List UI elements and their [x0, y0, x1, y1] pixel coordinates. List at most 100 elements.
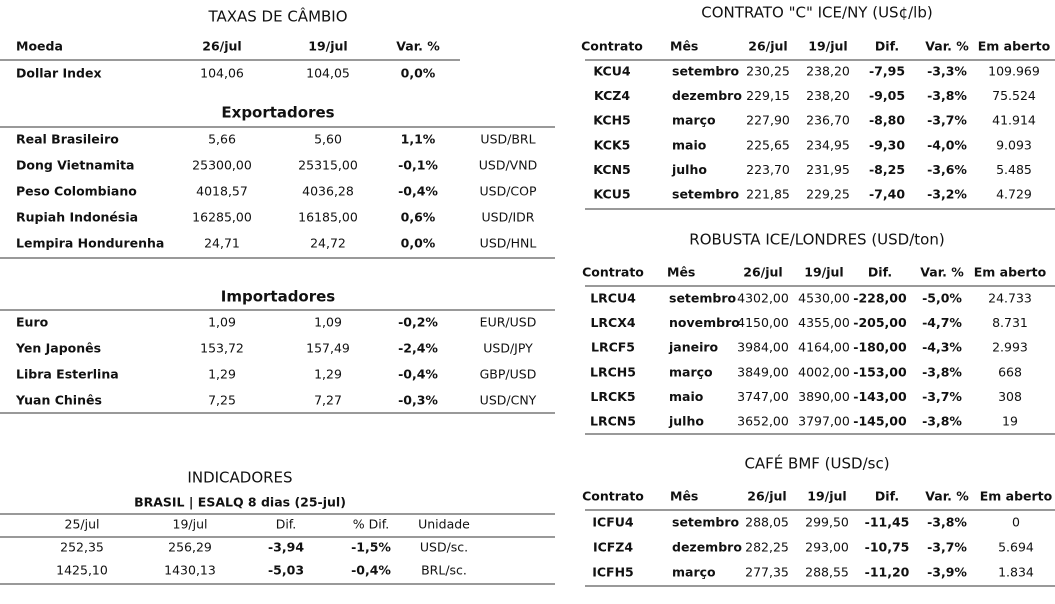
row-label: LRCH5 [590, 364, 636, 379]
diff-cell: -180,00 [853, 340, 907, 355]
row-label: KCK5 [594, 137, 631, 152]
cell: 25300,00 [192, 158, 252, 173]
cell: 0 [1012, 515, 1020, 530]
cell: 4018,57 [196, 184, 248, 199]
diff-cell: -7,95 [869, 64, 905, 79]
cell: USD/JPY [483, 341, 533, 356]
cell: 1,29 [314, 367, 342, 382]
cell: 277,35 [745, 565, 789, 580]
header-cell: 19/jul [804, 265, 843, 280]
cell: 153,72 [200, 341, 244, 356]
diff-cell: -11,20 [865, 565, 910, 580]
header-cell: Em aberto [974, 265, 1047, 280]
section-subtitle: BRASIL | ESALQ 8 dias (25-jul) [134, 495, 346, 510]
cell: 238,20 [806, 88, 850, 103]
cell: 4530,00 [798, 291, 850, 306]
row-label: ICFU4 [592, 515, 634, 530]
cell: 299,50 [805, 515, 849, 530]
header-cell: Dif. [875, 489, 899, 504]
cell: 229,15 [746, 88, 790, 103]
diff-cell: -228,00 [853, 291, 907, 306]
section-title: ROBUSTA ICE/LONDRES (USD/ton) [689, 231, 944, 249]
diff-cell: -3,2% [927, 187, 967, 202]
cell: 16285,00 [192, 210, 252, 225]
cell: setembro [672, 64, 740, 79]
row-label: LRCF5 [591, 340, 635, 355]
diff-cell: -3,8% [927, 515, 967, 530]
header-cell: 26/jul [202, 39, 241, 54]
header-cell: Dif. [875, 39, 899, 54]
cell: 5,60 [314, 132, 342, 147]
cell: maio [672, 137, 707, 152]
header-cell: Contrato [582, 265, 644, 280]
cell: USD/sc. [420, 540, 468, 555]
cell: 16185,00 [298, 210, 358, 225]
var-cell: 0,0% [401, 236, 436, 251]
header-cell: Em aberto [980, 489, 1053, 504]
cell: 4164,00 [798, 340, 850, 355]
cell: GBP/USD [480, 367, 537, 382]
diff-cell: -3,8% [922, 414, 962, 429]
diff-cell: -5,03 [268, 563, 304, 578]
cell: 24,72 [310, 236, 346, 251]
cell: 7,25 [208, 393, 236, 408]
row-label: Yen Japonês [15, 341, 101, 356]
var-cell: 0,0% [401, 66, 436, 81]
cell: 293,00 [805, 540, 849, 555]
row-label: ICFH5 [592, 565, 634, 580]
diff-cell: -7,40 [869, 187, 905, 202]
diff-cell: -11,45 [865, 515, 910, 530]
diff-cell: -3,7% [922, 389, 962, 404]
section-title: CONTRATO "C" ICE/NY (US¢/lb) [701, 4, 932, 22]
header-cell: 19/jul [807, 489, 846, 504]
cell: 7,27 [314, 393, 342, 408]
row-label: LRCX4 [590, 315, 635, 330]
cell: 238,20 [806, 64, 850, 79]
header-cell: 26/jul [748, 39, 787, 54]
cell: 5,66 [208, 132, 236, 147]
diff-cell: -5,0% [922, 291, 962, 306]
header-cell: Var. % [925, 39, 969, 54]
diff-cell: -10,75 [865, 540, 910, 555]
cell: 5.485 [996, 162, 1032, 177]
cell: 1,29 [208, 367, 236, 382]
cell: 8.731 [992, 315, 1028, 330]
cell: janeiro [668, 340, 719, 355]
cell: 3984,00 [737, 340, 789, 355]
diff-cell: -153,00 [853, 364, 907, 379]
header-cell: 25/jul [65, 517, 100, 532]
diff-cell: -3,3% [927, 64, 967, 79]
row-label: KCZ4 [594, 88, 630, 103]
cell: 24.733 [988, 291, 1032, 306]
header-cell: 19/jul [808, 39, 847, 54]
cell: 1430,13 [164, 563, 216, 578]
row-label: KCH5 [593, 113, 630, 128]
header-cell: Em aberto [978, 39, 1051, 54]
cell: setembro [672, 515, 740, 530]
cell: 230,25 [746, 64, 790, 79]
cell: 19 [1002, 414, 1018, 429]
cell: 104,05 [306, 66, 350, 81]
cell: 24,71 [204, 236, 240, 251]
row-label: LRCU4 [590, 291, 636, 306]
row-label: Rupiah Indonésia [16, 210, 138, 225]
cell: 9.093 [996, 137, 1032, 152]
diff-cell: -4,3% [922, 340, 962, 355]
cell: julho [668, 414, 704, 429]
diff-cell: -3,6% [927, 162, 967, 177]
cell: 3652,00 [737, 414, 789, 429]
cell: 282,25 [745, 540, 789, 555]
diff-cell: -3,94 [268, 540, 304, 555]
diff-cell: -9,05 [869, 88, 905, 103]
var-cell: -0,2% [398, 315, 438, 330]
cell: 4002,00 [798, 364, 850, 379]
section-title: Exportadores [221, 104, 334, 122]
header-cell: Mês [667, 265, 695, 280]
cell: maio [669, 389, 704, 404]
row-label: Euro [16, 315, 49, 330]
cell: USD/COP [479, 184, 536, 199]
cell: 288,55 [805, 565, 849, 580]
diff-cell: -4,7% [922, 315, 962, 330]
row-label: KCU4 [593, 64, 630, 79]
header-cell: Moeda [16, 39, 63, 54]
